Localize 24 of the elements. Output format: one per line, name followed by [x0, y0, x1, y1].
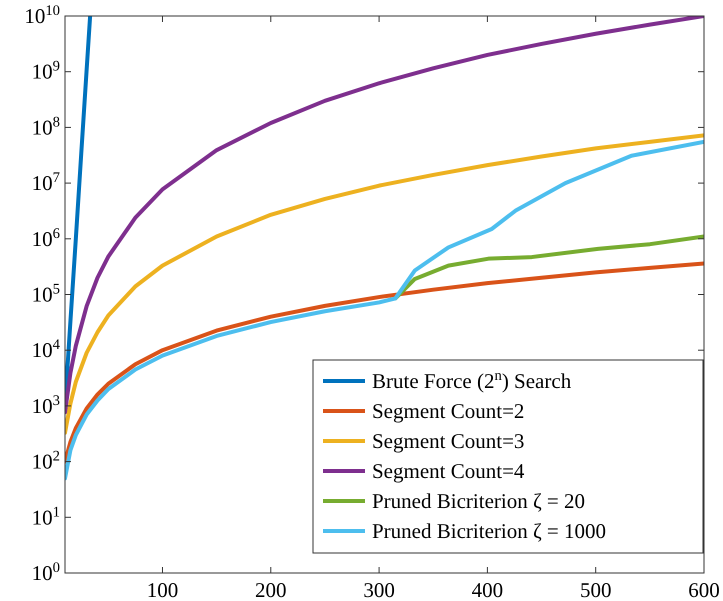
line-series	[65, 262, 704, 464]
y-tick-label: 10$^{6}$	[32, 226, 60, 251]
y-tick-label: 10$^{4}$	[32, 337, 61, 362]
y-tick-label: 10$^{3}$	[32, 392, 60, 418]
x-tick-label: 200	[255, 578, 287, 601]
legend-label: Segment Count=2	[372, 399, 524, 423]
legend-label: Pruned Bicriterion ζ = 20	[372, 489, 586, 513]
x-tick-label: 400	[472, 578, 504, 601]
x-tick-label: 500	[580, 578, 612, 601]
x-tick-label: 600	[688, 578, 720, 601]
y-tick-label: 10$^{7}$	[32, 170, 60, 196]
y-tick-label: 10$^{1}$	[32, 504, 60, 530]
legend-label: Segment Count=4	[372, 459, 525, 483]
y-tick-label: 10$^{10}$	[24, 3, 60, 28]
y-tick-label: 10$^{8}$	[32, 114, 60, 140]
legend-label: Brute Force (2$^{n}$) Search	[372, 368, 572, 393]
legend-label: Segment Count=3	[372, 429, 524, 453]
legend-label: Pruned Bicriterion ζ = 1000	[372, 519, 606, 543]
x-tick-label: 300	[363, 578, 395, 601]
y-tick-label: 10$^{2}$	[32, 448, 60, 474]
y-tick-label: 10$^{0}$	[32, 560, 60, 585]
x-tick-label: 100	[146, 578, 178, 601]
y-tick-label: 10$^{5}$	[32, 282, 60, 306]
y-tick-label: 10$^{9}$	[32, 58, 60, 84]
